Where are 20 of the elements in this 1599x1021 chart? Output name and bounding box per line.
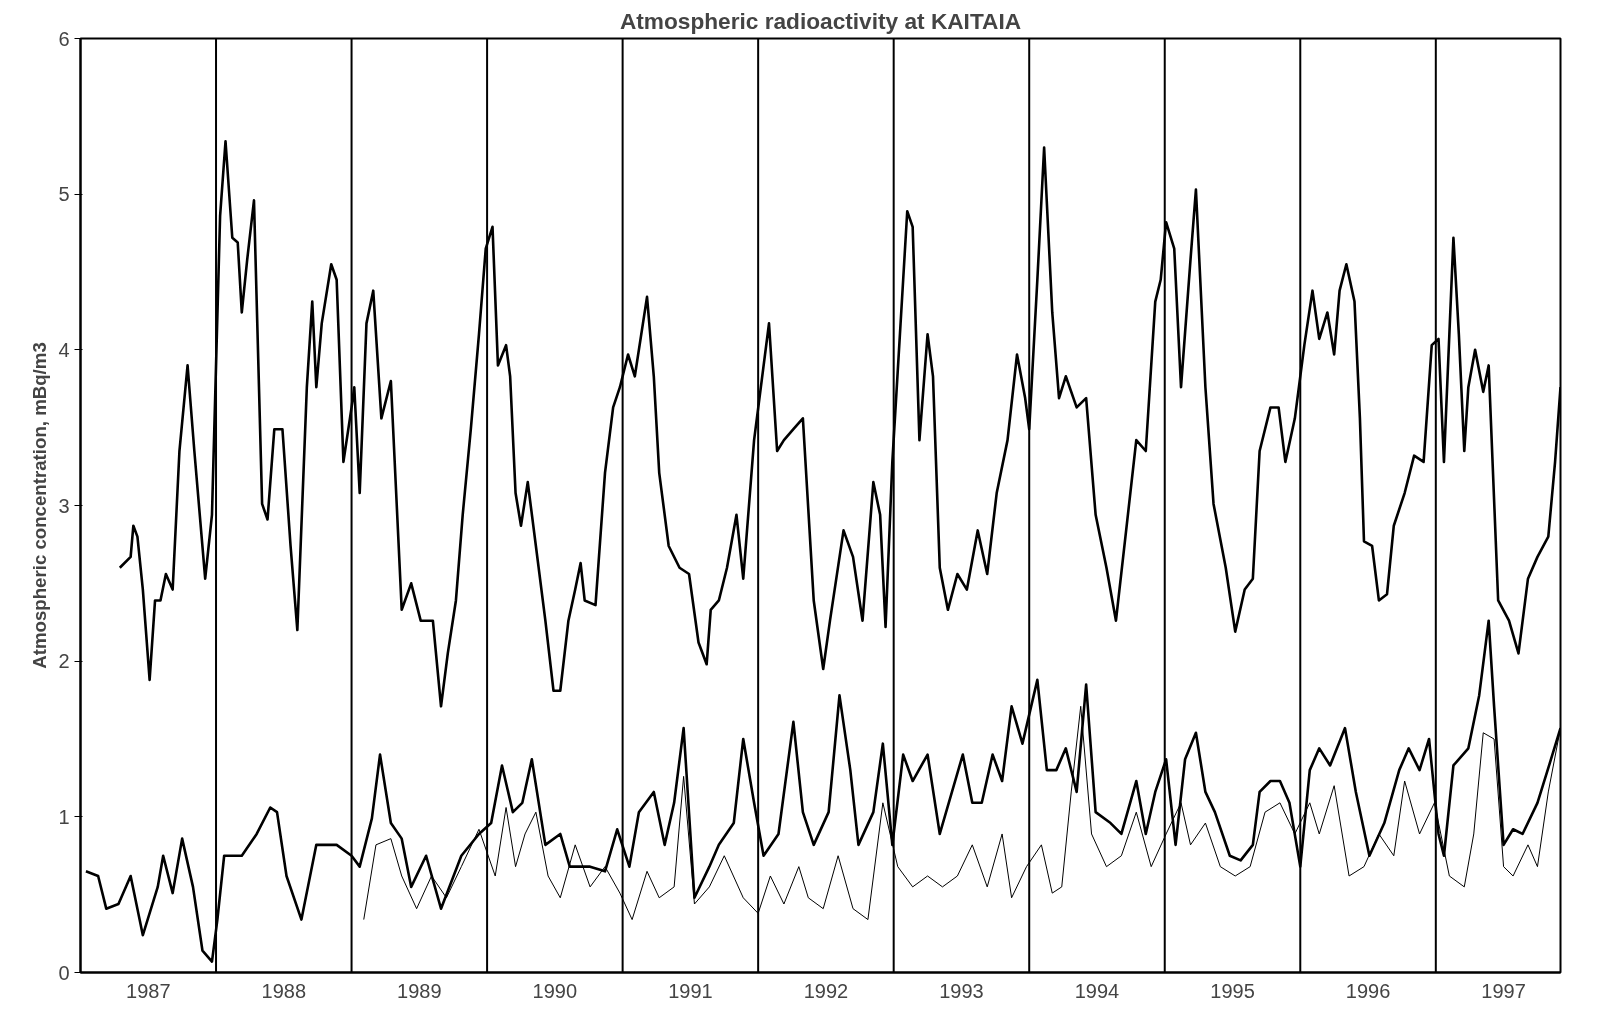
- x-tick-label: 1990: [532, 979, 578, 1002]
- x-tick-label: 1991: [668, 979, 713, 1002]
- x-tick-label: 1989: [397, 979, 442, 1002]
- x-tick-label: 1988: [261, 979, 307, 1002]
- x-tick-label: 1993: [939, 979, 984, 1002]
- y-tick-label: 5: [58, 183, 70, 206]
- chart-title: Atmospheric radioactivity at KAITAIA: [619, 7, 1022, 34]
- y-tick-label: 0: [58, 961, 70, 984]
- y-axis-title: Atmospheric concentration, mBq/m3: [29, 342, 51, 669]
- x-tick-label: 1992: [803, 979, 849, 1002]
- x-tick-label: 1996: [1345, 979, 1391, 1002]
- x-tick-label: 1997: [1481, 979, 1526, 1002]
- x-tick-label: 1987: [126, 979, 171, 1002]
- y-tick-label: 2: [58, 650, 70, 673]
- y-tick-label: 4: [58, 338, 70, 361]
- y-tick-label: 6: [58, 27, 70, 50]
- x-tick-label: 1995: [1210, 979, 1255, 1002]
- x-tick-label: 1994: [1074, 979, 1120, 1002]
- y-tick-label: 3: [58, 494, 70, 517]
- y-tick-label: 1: [58, 805, 70, 828]
